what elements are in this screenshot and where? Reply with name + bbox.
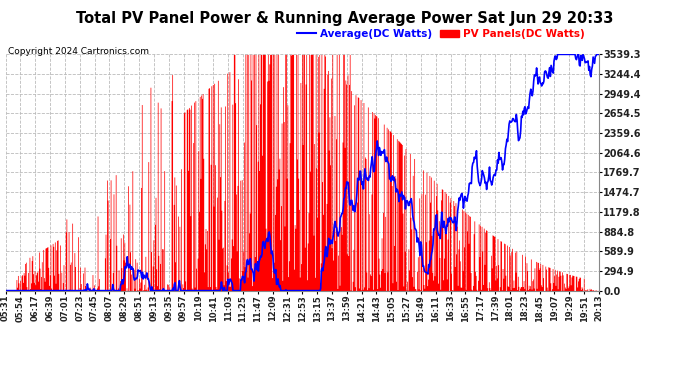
Legend: Average(DC Watts), PV Panels(DC Watts): Average(DC Watts), PV Panels(DC Watts) (297, 29, 585, 39)
Text: Total PV Panel Power & Running Average Power Sat Jun 29 20:33: Total PV Panel Power & Running Average P… (77, 11, 613, 26)
Text: Copyright 2024 Cartronics.com: Copyright 2024 Cartronics.com (8, 47, 149, 56)
